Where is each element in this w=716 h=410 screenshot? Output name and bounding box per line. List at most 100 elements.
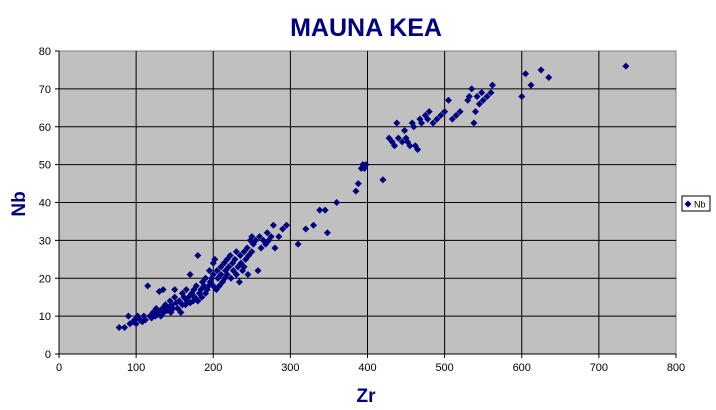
y-tick-labels: 0 10 20 30 40 50 60 70 80 xyxy=(39,46,51,361)
legend-box xyxy=(681,195,711,212)
data-point xyxy=(244,270,252,278)
data-point xyxy=(393,119,401,127)
data-point xyxy=(279,225,287,233)
data-point xyxy=(223,270,231,278)
data-point xyxy=(177,308,185,316)
x-tick-label: 300 xyxy=(281,362,299,374)
data-point xyxy=(352,187,360,195)
data-point xyxy=(269,221,277,229)
x-tick-label: 0 xyxy=(56,362,62,374)
data-point xyxy=(252,236,260,244)
data-point xyxy=(169,305,177,313)
data-point xyxy=(433,115,441,123)
data-points xyxy=(115,62,630,331)
data-point xyxy=(316,206,324,214)
data-point xyxy=(478,89,486,97)
y-axis-title: Nb xyxy=(9,191,30,216)
data-point xyxy=(398,138,406,146)
legend-marker xyxy=(684,200,692,208)
data-point xyxy=(182,286,190,294)
data-point xyxy=(132,320,140,328)
data-point xyxy=(537,66,545,74)
data-point xyxy=(473,92,481,100)
x-tick-label: 500 xyxy=(435,362,453,374)
data-point xyxy=(323,229,331,237)
data-point xyxy=(209,270,217,278)
data-point xyxy=(186,270,194,278)
data-point xyxy=(354,180,362,188)
data-point xyxy=(437,111,445,119)
data-point xyxy=(394,134,402,142)
x-tick-label: 700 xyxy=(590,362,608,374)
data-point xyxy=(275,233,283,241)
data-point xyxy=(488,81,496,89)
data-point xyxy=(235,278,243,286)
data-point xyxy=(302,225,310,233)
data-point xyxy=(141,316,149,324)
data-point xyxy=(236,252,244,260)
x-tick-labels: 0 100 200 300 400 500 600 700 800 xyxy=(56,362,685,374)
data-point xyxy=(321,206,329,214)
data-point xyxy=(171,293,179,301)
data-point xyxy=(121,323,129,331)
legend-label: Nb xyxy=(694,200,706,210)
y-tick-label: 40 xyxy=(39,198,51,210)
data-point xyxy=(444,96,452,104)
x-tick-label: 200 xyxy=(204,362,222,374)
x-tick-label: 400 xyxy=(358,362,376,374)
data-point xyxy=(417,119,425,127)
data-point xyxy=(205,267,213,275)
data-point xyxy=(263,229,271,237)
data-point xyxy=(468,85,476,93)
y-tick-label: 50 xyxy=(39,160,51,172)
data-point xyxy=(390,142,398,150)
data-point xyxy=(271,244,279,252)
data-point xyxy=(248,248,256,256)
data-point xyxy=(406,142,414,150)
data-point xyxy=(310,221,318,229)
data-point xyxy=(226,252,234,260)
data-point xyxy=(213,267,221,275)
data-point xyxy=(410,123,418,131)
data-point xyxy=(225,263,233,271)
data-point xyxy=(465,92,473,100)
data-point xyxy=(257,244,265,252)
data-point xyxy=(362,161,370,169)
data-point xyxy=(622,62,630,70)
data-point xyxy=(194,297,202,305)
data-point xyxy=(192,282,200,290)
data-point xyxy=(217,270,225,278)
data-point xyxy=(441,108,449,116)
data-point xyxy=(545,74,553,82)
x-axis-title: Zr xyxy=(357,386,377,407)
data-point xyxy=(144,282,152,290)
data-point xyxy=(483,92,491,100)
data-point xyxy=(171,286,179,294)
data-point xyxy=(194,252,202,260)
data-point xyxy=(232,270,240,278)
data-point xyxy=(527,81,535,89)
data-point xyxy=(479,96,487,104)
x-tick-label: 600 xyxy=(513,362,531,374)
data-point xyxy=(240,263,248,271)
data-point xyxy=(518,92,526,100)
data-point xyxy=(198,293,206,301)
data-point xyxy=(211,255,219,263)
data-point xyxy=(401,127,409,135)
data-point xyxy=(227,274,235,282)
data-point xyxy=(487,89,495,97)
data-point xyxy=(379,176,387,184)
data-point xyxy=(471,108,479,116)
data-point xyxy=(159,286,167,294)
x-tick-label: 800 xyxy=(667,362,685,374)
data-point xyxy=(475,100,483,108)
data-point xyxy=(267,233,275,241)
y-tick-label: 10 xyxy=(39,311,51,323)
data-point xyxy=(115,323,123,331)
y-tick-label: 0 xyxy=(45,349,51,361)
data-point xyxy=(248,233,256,241)
data-point xyxy=(202,274,210,282)
chart-title: MAUNA KEA xyxy=(290,14,442,42)
data-point xyxy=(333,199,341,206)
